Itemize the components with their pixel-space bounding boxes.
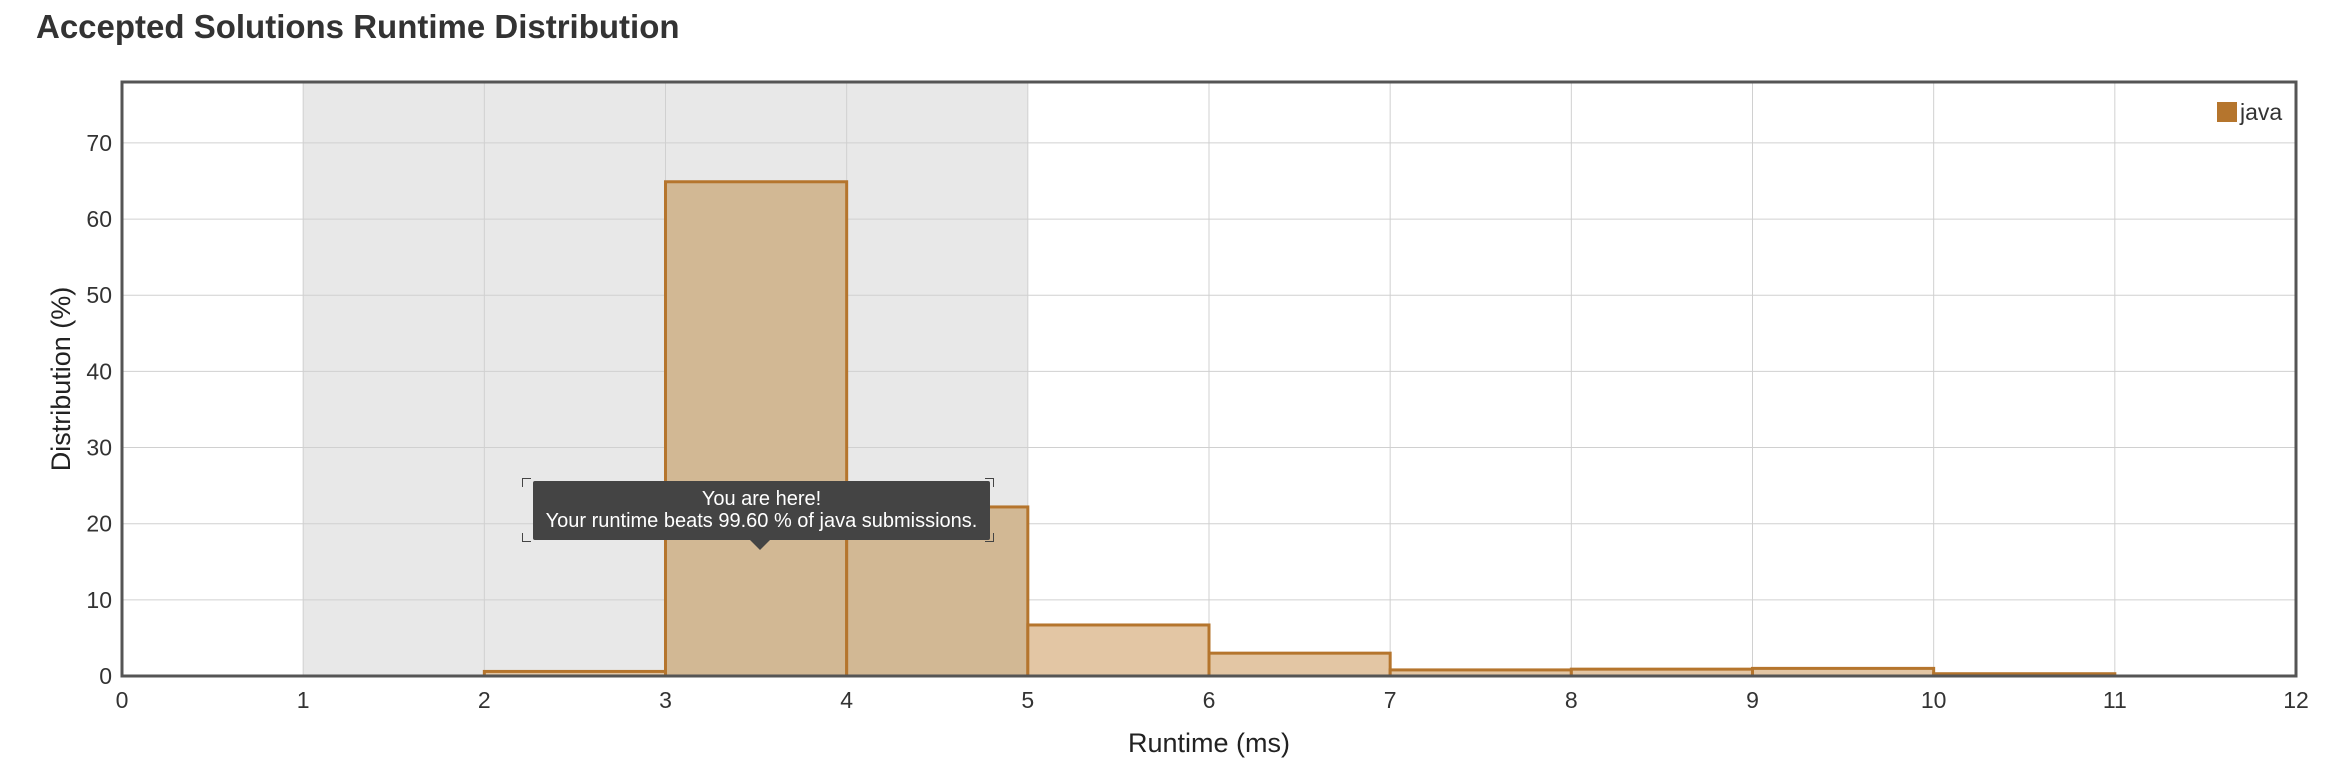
x-tick-label-6: 6	[1203, 687, 1216, 713]
y-tick-label-70: 70	[86, 130, 112, 156]
x-tick-label-10: 10	[1921, 687, 1947, 713]
legend[interactable]: java	[2215, 99, 2282, 125]
tooltip-line-1: You are here!	[701, 488, 822, 510]
x-tick-label-5: 5	[1021, 687, 1034, 713]
x-tick-label-12: 12	[2283, 687, 2309, 713]
x-tick-label-4: 4	[840, 687, 853, 713]
y-tick-label-40: 40	[86, 358, 112, 384]
x-tick-label-9: 9	[1746, 687, 1759, 713]
legend-swatch-java[interactable]	[2215, 100, 2239, 124]
tooltip-line-2: Your runtime beats 99.60 % of java submi…	[545, 510, 978, 532]
tooltip-pointer	[750, 540, 770, 550]
x-tick-label-8: 8	[1565, 687, 1578, 713]
y-tick-label-50: 50	[86, 282, 112, 308]
bar-layer	[482, 180, 2117, 678]
tooltip-corner-bl	[522, 533, 531, 542]
y-tick-label-20: 20	[86, 511, 112, 537]
y-tick-label-60: 60	[86, 206, 112, 232]
bar-5-6	[1026, 623, 1211, 678]
x-tick-label-2: 2	[478, 687, 491, 713]
plot-border	[120, 80, 2298, 678]
grid-layer	[121, 82, 2297, 677]
bar-6-7	[1207, 651, 1392, 678]
legend-label-java[interactable]: java	[2239, 99, 2282, 125]
x-tick-labels: 0 1 2 3 4 5 6 7 8 9 10 11 12	[116, 687, 2309, 713]
x-tick-label-0: 0	[116, 687, 129, 713]
x-tick-label-3: 3	[659, 687, 672, 713]
tooltip-corner-tl	[522, 478, 531, 487]
y-tick-labels: 0 10 20 30 40 50 60 70	[86, 130, 112, 689]
tooltip-corner-tr	[985, 478, 994, 487]
x-tick-label-11: 11	[2103, 687, 2127, 713]
x-tick-label-7: 7	[1384, 687, 1397, 713]
bar-3-4	[664, 180, 849, 678]
x-axis-title: Runtime (ms)	[1128, 728, 1290, 758]
x-tick-label-1: 1	[297, 687, 310, 713]
tooltip-corner-br	[985, 533, 994, 542]
tooltip: You are here! Your runtime beats 99.60 %…	[533, 481, 990, 540]
y-tick-label-0: 0	[99, 663, 112, 689]
y-axis-title: Distribution (%)	[46, 287, 76, 472]
chart-title: Accepted Solutions Runtime Distribution	[36, 8, 680, 45]
y-tick-label-10: 10	[86, 587, 112, 613]
y-tick-label-30: 30	[86, 435, 112, 461]
